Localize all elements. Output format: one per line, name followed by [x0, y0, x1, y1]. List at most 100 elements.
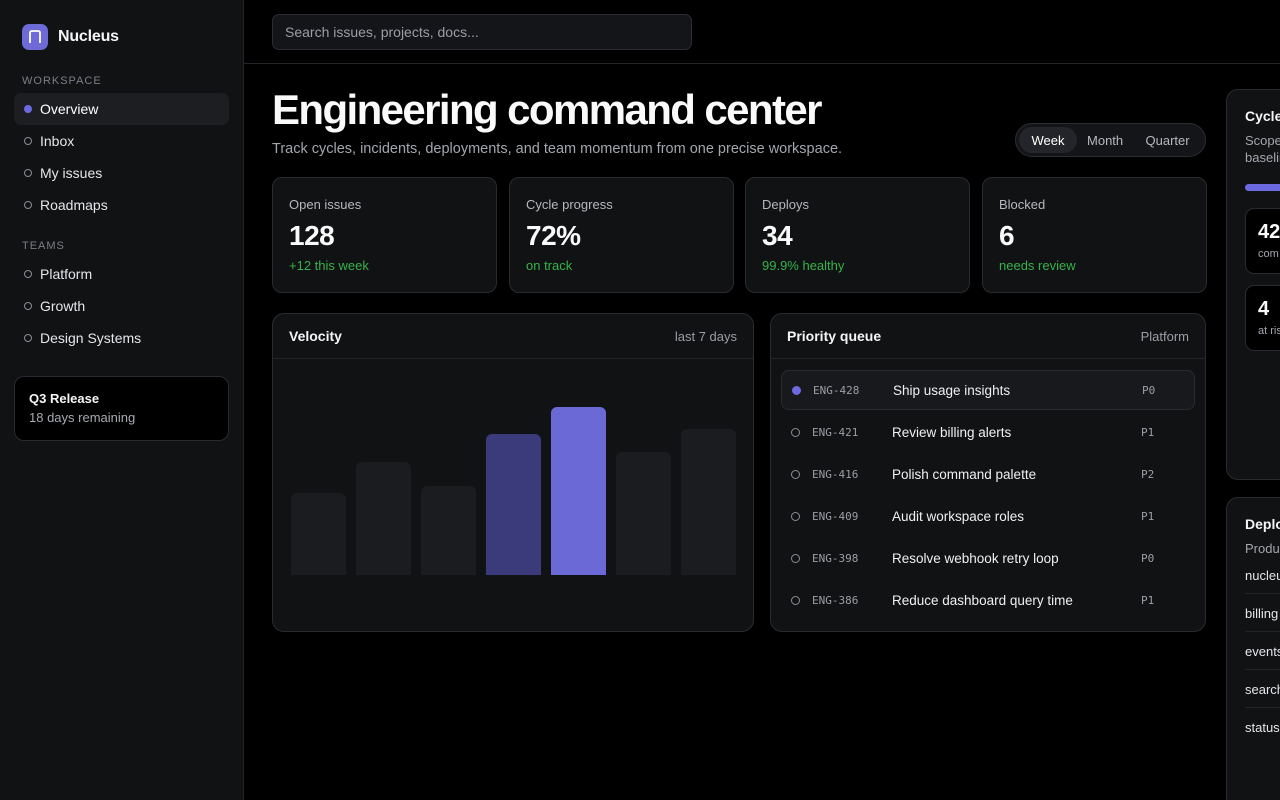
- queue-row[interactable]: ENG-428 Ship usage insights P0: [781, 370, 1195, 410]
- deploy-service-row[interactable]: search: [1245, 682, 1280, 697]
- status-dot-icon: [791, 427, 800, 437]
- workspace-section-label: WORKSPACE: [22, 75, 102, 87]
- cycle-progress-bar: [1245, 184, 1280, 191]
- deploy-env-text: Produc: [1245, 541, 1280, 556]
- issue-priority: P0: [1142, 383, 1156, 397]
- velocity-bar: [486, 434, 541, 575]
- stat-value: 34: [762, 220, 793, 251]
- cycle-title: Cycle: [1245, 108, 1280, 124]
- sidebar-team-design-systems[interactable]: Design Systems: [14, 322, 229, 354]
- divider: [1245, 669, 1280, 670]
- issue-priority: P2: [1141, 467, 1155, 481]
- issue-priority: P0: [1141, 551, 1155, 565]
- sidebar-item-label: Platform: [40, 266, 93, 282]
- stat-card-cycle-progress[interactable]: Cycle progress 72% on track: [509, 177, 734, 293]
- sidebar-item-roadmaps[interactable]: Roadmaps: [14, 189, 229, 221]
- sidebar-item-label: Roadmaps: [40, 197, 108, 213]
- sidebar-item-label: Growth: [40, 298, 86, 314]
- nav-dot-icon: [24, 105, 32, 113]
- stat-label: Open issues: [289, 197, 362, 212]
- sidebar-team-platform[interactable]: Platform: [14, 258, 229, 290]
- velocity-bar: [421, 486, 476, 575]
- status-dot-icon: [791, 595, 800, 605]
- velocity-bar: [551, 407, 606, 575]
- stat-value: 128: [289, 220, 335, 251]
- stat-card-deploys[interactable]: Deploys 34 99.9% healthy: [745, 177, 970, 293]
- cycle-panel: Cycle Scope baselin 42 com 4 at ris: [1226, 89, 1280, 480]
- range-option-week[interactable]: Week: [1019, 127, 1078, 153]
- stat-note: needs review: [999, 258, 1076, 273]
- stat-card-open-issues[interactable]: Open issues 128 +12 this week: [272, 177, 497, 293]
- velocity-header: Velocity last 7 days: [273, 314, 753, 359]
- status-dot-icon: [791, 553, 800, 563]
- issue-id: ENG-398: [812, 551, 859, 565]
- release-title: Q3 Release: [29, 391, 100, 406]
- stat-card-blocked[interactable]: Blocked 6 needs review: [982, 177, 1207, 293]
- status-dot-icon: [791, 511, 800, 521]
- sidebar: Nucleus WORKSPACE Overview Inbox My issues…: [0, 0, 244, 800]
- deploy-panel: Deplo Produc nucleu billing events search st…: [1226, 497, 1280, 800]
- app-name: Nucleus: [58, 28, 119, 45]
- status-dot-icon: [791, 469, 800, 479]
- teams-section-label: TEAMS: [22, 240, 65, 252]
- cycle-baseline-text: baselin: [1245, 150, 1280, 165]
- nav-dot-icon: [24, 302, 32, 310]
- logo-icon: [22, 24, 48, 50]
- brand[interactable]: Nucleus: [22, 24, 119, 50]
- sidebar-item-overview[interactable]: Overview: [14, 93, 229, 125]
- range-option-month[interactable]: Month: [1087, 132, 1124, 148]
- issue-priority: P1: [1141, 509, 1155, 523]
- cycle-scope-text: Scope: [1245, 133, 1280, 148]
- release-card[interactable]: Q3 Release 18 days remaining: [14, 376, 229, 441]
- velocity-range: last 7 days: [674, 328, 737, 344]
- queue-header: Priority queue Platform: [771, 314, 1205, 359]
- divider: [1245, 707, 1280, 708]
- velocity-bar: [291, 493, 346, 575]
- queue-row[interactable]: ENG-386 Reduce dashboard query time P1: [781, 580, 1195, 620]
- stat-note: 99.9% healthy: [762, 258, 845, 273]
- cycle-completed-label: com: [1258, 248, 1279, 260]
- sidebar-item-label: Overview: [40, 101, 99, 117]
- stat-label: Blocked: [999, 197, 1046, 212]
- velocity-bar: [616, 452, 671, 575]
- divider: [1245, 593, 1280, 594]
- issue-priority: P1: [1141, 425, 1155, 439]
- sidebar-item-inbox[interactable]: Inbox: [14, 125, 229, 157]
- stat-note: +12 this week: [289, 258, 369, 273]
- release-subtitle: 18 days remaining: [29, 410, 136, 425]
- stat-note: on track: [526, 258, 573, 273]
- sidebar-team-growth[interactable]: Growth: [14, 290, 229, 322]
- issue-id: ENG-386: [812, 593, 859, 607]
- cycle-at-risk-box: 4 at ris: [1245, 285, 1280, 351]
- velocity-panel: Velocity last 7 days: [272, 313, 754, 632]
- queue-row[interactable]: ENG-398 Resolve webhook retry loop P0: [781, 538, 1195, 578]
- nav-dot-icon: [24, 334, 32, 342]
- sidebar-item-label: Inbox: [40, 133, 75, 149]
- queue-team[interactable]: Platform: [1140, 328, 1189, 344]
- deploy-service-row[interactable]: status: [1245, 720, 1280, 735]
- cycle-completed-box: 42 com: [1245, 208, 1280, 274]
- queue-row[interactable]: ENG-421 Review billing alerts P1: [781, 412, 1195, 452]
- sidebar-item-label: My issues: [40, 165, 103, 181]
- velocity-bar: [681, 429, 736, 575]
- issue-priority: P1: [1141, 593, 1155, 607]
- sidebar-item-my-issues[interactable]: My issues: [14, 157, 229, 189]
- issue-title: Resolve webhook retry loop: [892, 550, 1059, 566]
- search-input[interactable]: [272, 14, 692, 50]
- issue-title: Audit workspace roles: [892, 508, 1025, 524]
- deploy-service-row[interactable]: events: [1245, 644, 1280, 659]
- cycle-at-risk-label: at ris: [1258, 325, 1280, 337]
- status-dot-icon: [792, 385, 801, 395]
- queue-row[interactable]: ENG-409 Audit workspace roles P1: [781, 496, 1195, 536]
- deploy-title: Deplo: [1245, 516, 1280, 532]
- nav-dot-icon: [24, 201, 32, 209]
- issue-id: ENG-421: [812, 425, 859, 439]
- stat-label: Cycle progress: [526, 197, 613, 212]
- cycle-at-risk-value: 4: [1258, 298, 1270, 320]
- issue-title: Review billing alerts: [892, 424, 1012, 440]
- queue-row[interactable]: ENG-416 Polish command palette P2: [781, 454, 1195, 494]
- deploy-service-row[interactable]: billing: [1245, 606, 1279, 621]
- range-option-quarter[interactable]: Quarter: [1145, 132, 1190, 148]
- issue-id: ENG-416: [812, 467, 859, 481]
- deploy-service-row[interactable]: nucleu: [1245, 568, 1280, 583]
